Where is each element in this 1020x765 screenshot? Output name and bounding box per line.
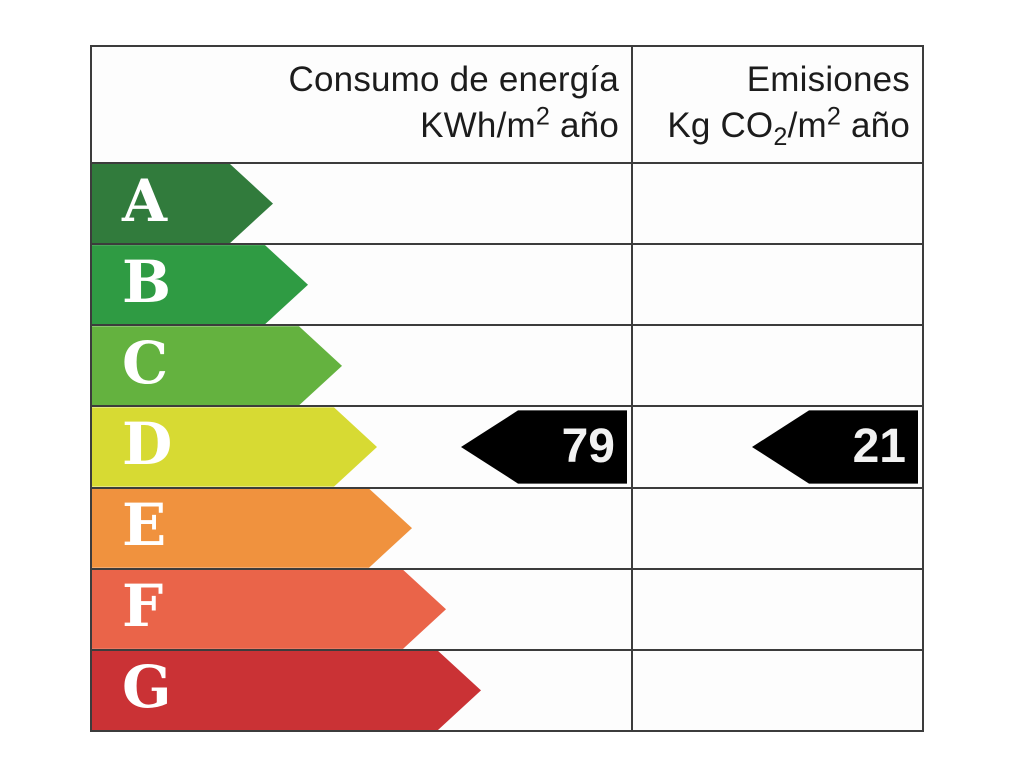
rating-row-A-emissions-cell	[633, 164, 922, 243]
rating-bar-A: A	[92, 164, 273, 243]
rating-letter-G: G	[122, 653, 172, 722]
rating-bar-G: G	[92, 651, 481, 730]
rating-row-E: E	[92, 488, 922, 570]
rating-row-G-emissions-cell	[633, 651, 922, 730]
emissions-value: 21	[852, 419, 906, 473]
rating-row-B: B	[92, 245, 922, 327]
energy-value-arrow-icon: 79	[461, 410, 627, 484]
rating-row-D-energy-cell: D 79	[92, 407, 633, 487]
energy-header-line1: Consumo de energía	[288, 60, 619, 99]
energy-consumption-value: 79	[561, 419, 615, 473]
rating-bar-F: F	[92, 570, 446, 649]
rating-row-C-energy-cell: C	[92, 326, 633, 406]
rating-table: Consumo de energía KWh/m2 año Emisiones …	[90, 45, 924, 732]
rating-letter-E: E	[122, 491, 167, 560]
header-energy-consumption: Consumo de energía KWh/m2 año	[92, 47, 633, 162]
rating-row-A: A	[92, 164, 922, 246]
rating-letter-B: B	[122, 247, 172, 316]
rating-row-E-energy-cell: E	[92, 488, 633, 568]
rating-row-F-energy-cell: F	[92, 569, 633, 649]
rating-row-D-emissions-cell: 21	[633, 407, 922, 486]
emissions-value-arrow-icon: 21	[752, 410, 918, 484]
rating-row-C: C	[92, 326, 922, 408]
rating-bar-C: C	[92, 326, 342, 405]
header-emissions: Emisiones Kg CO2/m2 año	[633, 47, 922, 162]
rating-bar-E: E	[92, 489, 412, 568]
rating-letter-A: A	[122, 166, 168, 235]
rating-row-E-emissions-cell	[633, 489, 922, 568]
rating-row-F: F	[92, 569, 922, 651]
rating-row-G: G	[92, 650, 922, 730]
rating-letter-D: D	[122, 409, 173, 478]
rating-letter-C: C	[122, 328, 169, 397]
rating-bar-D: D	[92, 407, 377, 486]
emissions-header-line1: Emisiones	[746, 60, 910, 99]
rating-bar-B: B	[92, 245, 308, 324]
rating-row-G-energy-cell: G	[92, 650, 633, 730]
rating-row-B-emissions-cell	[633, 245, 922, 324]
rating-row-B-energy-cell: B	[92, 245, 633, 325]
rating-row-F-emissions-cell	[633, 570, 922, 649]
rating-row-A-energy-cell: A	[92, 164, 633, 244]
energy-header-line2: KWh/m2 año	[420, 102, 619, 146]
table-header: Consumo de energía KWh/m2 año Emisiones …	[92, 47, 922, 164]
rating-row-D: D 79 21	[92, 407, 922, 489]
emissions-header-line2: Kg CO2/m2 año	[667, 102, 910, 152]
rating-row-C-emissions-cell	[633, 326, 922, 405]
rating-letter-F: F	[122, 572, 164, 641]
